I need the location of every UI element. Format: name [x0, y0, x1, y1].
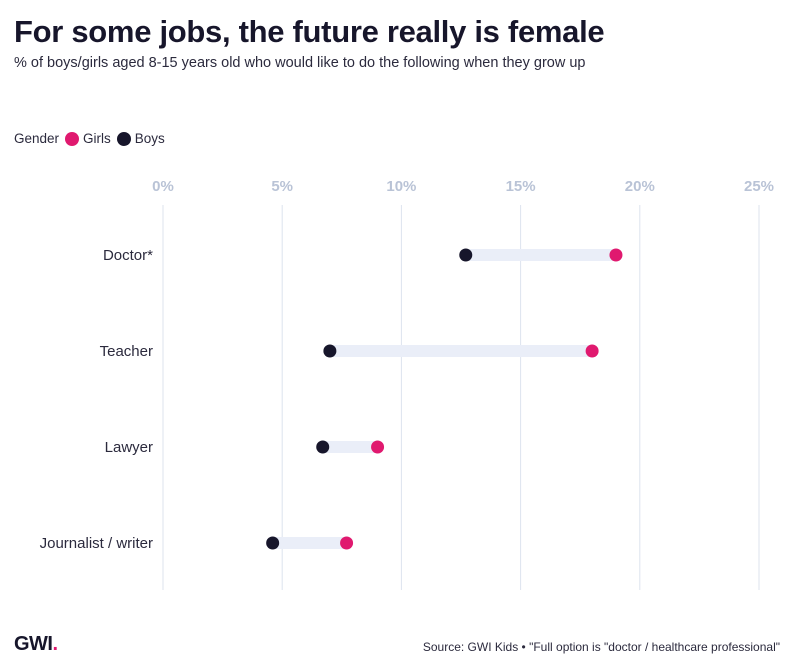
boys-point — [266, 536, 280, 550]
girls-point — [585, 344, 599, 358]
gwi-logo: GWI. — [14, 633, 58, 656]
x-tick-label: 10% — [386, 178, 416, 195]
x-tick-label: 0% — [152, 178, 174, 195]
chart-title: For some jobs, the future really is fema… — [14, 14, 605, 49]
gwi-logo-text: GWI — [14, 633, 53, 655]
boys-point — [323, 344, 337, 358]
chart-subtitle: % of boys/girls aged 8-15 years old who … — [14, 55, 586, 71]
girls-point — [340, 536, 354, 550]
x-tick-label: 20% — [625, 178, 655, 195]
category-label: Journalist / writer — [40, 535, 153, 552]
source-note: Source: GWI Kids • "Full option is "doct… — [422, 640, 780, 654]
category-label: Doctor* — [103, 247, 153, 264]
legend-boys-label: Boys — [134, 131, 165, 146]
category-label: Lawyer — [105, 439, 153, 456]
legend: Gender Girls Boys — [14, 131, 171, 146]
legend-girls-swatch — [65, 131, 80, 146]
legend-girls-label: Girls — [83, 131, 111, 146]
x-tick-label: 15% — [506, 178, 536, 195]
girls-point — [609, 248, 623, 262]
x-tick-label: 25% — [744, 178, 774, 195]
legend-title: Gender — [14, 131, 60, 146]
boys-point — [459, 248, 473, 262]
legend-boys-swatch — [116, 131, 131, 146]
gwi-logo-dot: . — [52, 633, 59, 655]
x-tick-label: 5% — [271, 178, 293, 195]
boys-point — [316, 440, 330, 454]
girls-point — [371, 440, 385, 454]
category-label: Teacher — [100, 343, 153, 360]
